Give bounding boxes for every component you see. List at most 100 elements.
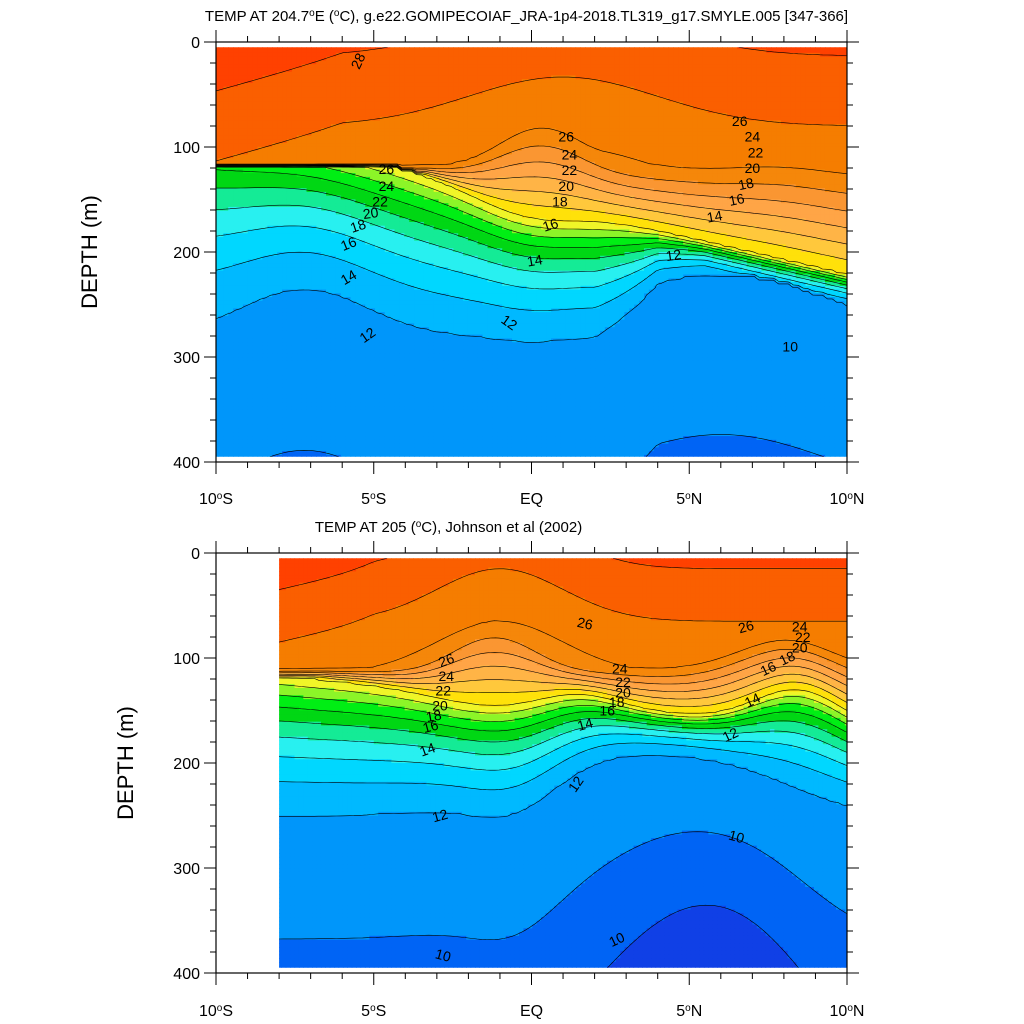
contour-label: 16 [727, 190, 746, 209]
contour-label: 18 [737, 174, 756, 193]
contour-line-23 [216, 164, 847, 229]
contour-label: 24 [612, 661, 628, 677]
contour-label: 16 [599, 703, 615, 719]
contour-line-10 [607, 904, 799, 968]
contour-line-26 [279, 620, 848, 669]
contour-line-27 [279, 568, 848, 643]
contour-line-11 [279, 831, 848, 940]
contour-label: 16 [338, 233, 359, 254]
contour-label: 26 [736, 617, 755, 637]
y-tick-label: 100 [173, 140, 200, 157]
contour-lines [279, 558, 848, 968]
y-axis: 0 100 200 300 400 DEPTH (m) [77, 35, 859, 472]
x-axis: 10oS 5oS EQ 5oN 10oN [199, 541, 864, 1020]
contour-label: 26 [379, 161, 395, 177]
contour-line-21 [279, 676, 848, 707]
contour-label: 20 [558, 178, 574, 194]
x-tick-label: 10oN [830, 491, 865, 509]
y-tick-label: 400 [173, 455, 200, 472]
y-tick-label: 0 [191, 546, 200, 563]
contour-line-27 [216, 76, 847, 162]
contour-label: 18 [425, 707, 443, 725]
contour-label: 24 [792, 619, 808, 635]
x-tick-label: 10oN [830, 1003, 865, 1021]
x-tick-label: 5oS [361, 1003, 386, 1021]
y-tick-label: 100 [173, 651, 200, 668]
contour-label: 18 [552, 194, 568, 210]
contour-label: 24 [745, 129, 761, 145]
x-tick-label: 5oN [676, 1003, 702, 1021]
contour-line-26 [216, 127, 847, 175]
x-tick-label: 10oS [199, 1003, 233, 1021]
contour-label: 24 [439, 668, 455, 684]
contour-label: 22 [748, 144, 764, 160]
contour-label: 20 [362, 204, 380, 222]
contour-label: 22 [372, 194, 388, 210]
contour-line-15 [216, 204, 847, 290]
contour-label: 14 [338, 266, 360, 288]
contour-line-19 [216, 166, 847, 278]
x-tick-label: 10oS [199, 491, 233, 509]
contour-label: 18 [348, 216, 368, 236]
contour-line-18 [279, 694, 848, 725]
x-tick-label: 5oN [676, 491, 702, 509]
contour-label: 20 [792, 640, 808, 656]
contour-line-11 [269, 434, 825, 457]
contour-label: 22 [435, 683, 451, 699]
x-tick-label: EQ [520, 491, 543, 508]
contour-label: 26 [436, 650, 456, 670]
contour-lines [216, 47, 847, 457]
contour-label: 10 [727, 827, 746, 847]
contour-label: 22 [615, 674, 631, 690]
contour-line-15 [279, 725, 848, 755]
contour-line-14 [279, 733, 848, 771]
contour-label: 18 [777, 647, 798, 668]
contour-line-21 [216, 165, 847, 261]
contour-line-22 [279, 673, 848, 700]
contour-line-20 [279, 677, 848, 714]
top-panel: TEMP AT 204.7oE (oC), g.e22.GOMIPECOIAF_… [77, 8, 864, 509]
y-axis: 0 100 200 300 400 DEPTH (m) [113, 546, 859, 983]
contour-line-16 [216, 187, 847, 286]
contour-label: 14 [705, 207, 723, 225]
contour-line-17 [279, 706, 848, 733]
contour-label: 22 [795, 629, 811, 645]
contour-label: 20 [615, 685, 631, 701]
contour-line-25 [216, 145, 847, 194]
contour-label: 14 [742, 689, 763, 710]
contour-label: 26 [576, 614, 595, 633]
contour-line-24 [279, 652, 848, 685]
contour-label: 26 [558, 129, 574, 145]
y-tick-label: 300 [173, 350, 200, 367]
x-axis: 10oS 5oS EQ 5oN 10oN [199, 30, 864, 508]
contour-label: 14 [576, 714, 595, 734]
contour-line-28 [279, 558, 848, 590]
contour-label: 12 [665, 246, 683, 264]
x-tick-label: 5oS [361, 491, 386, 509]
contour-line-28 [216, 47, 847, 92]
y-tick-label: 200 [173, 245, 200, 262]
y-tick-label: 0 [191, 35, 200, 52]
y-tick-label: 300 [173, 861, 200, 878]
contour-label: 18 [609, 694, 625, 710]
contour-line-22 [216, 165, 847, 245]
contour-label: 16 [421, 717, 440, 737]
contour-label: 12 [720, 724, 741, 745]
chart-title: TEMP AT 204.7oE (oC), g.e22.GOMIPECOIAF_… [205, 8, 848, 26]
contour-line-14 [216, 225, 847, 294]
contour-label: 20 [432, 697, 448, 713]
contour-line-17 [216, 169, 847, 283]
y-axis-label: DEPTH (m) [77, 195, 102, 309]
contour-line-16 [279, 718, 848, 743]
contour-line-20 [216, 166, 847, 274]
contour-label: 20 [745, 160, 761, 176]
contour-line-13 [279, 742, 848, 791]
contour-line-24 [216, 161, 847, 212]
contour-label: 24 [562, 146, 578, 162]
contour-line-23 [279, 665, 848, 692]
contour-label: 16 [758, 658, 779, 679]
contour-label: 16 [541, 215, 561, 235]
contour-line-12 [279, 755, 848, 818]
contour-label: 24 [379, 178, 395, 194]
